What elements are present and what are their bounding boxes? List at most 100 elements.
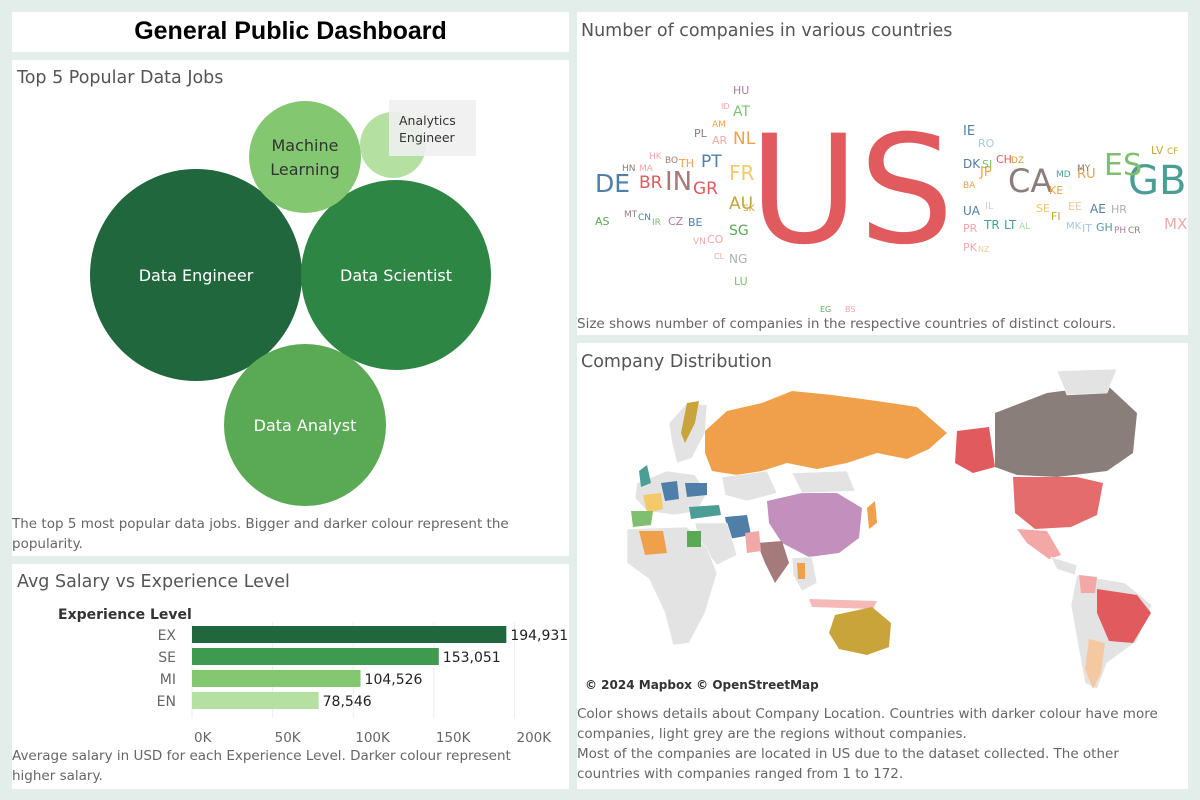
country-word-it[interactable]: IT	[1082, 222, 1092, 235]
country-word-au[interactable]: AU	[729, 194, 753, 214]
salary-bar[interactable]	[192, 670, 361, 687]
country-word-lu[interactable]: LU	[734, 275, 748, 288]
country-word-gh[interactable]: GH	[1096, 221, 1113, 234]
country-word-ru[interactable]: RU	[1077, 167, 1096, 182]
country-word-nz[interactable]: NZ	[978, 245, 990, 254]
country-word-hn[interactable]: HN	[622, 164, 636, 174]
country-word-lv[interactable]: LV	[1151, 144, 1164, 157]
country-word-ir[interactable]: IR	[652, 218, 661, 228]
country-word-se[interactable]: SE	[1036, 202, 1050, 215]
map-region-algeria[interactable]	[639, 531, 667, 555]
country-word-fi[interactable]: FI	[1051, 210, 1061, 223]
country-word-es[interactable]: ES	[1104, 148, 1142, 183]
country-word-sg[interactable]: SG	[729, 223, 749, 239]
map-region-australia[interactable]	[829, 607, 891, 655]
country-word-be[interactable]: BE	[688, 216, 703, 229]
country-word-hk[interactable]: HK	[649, 152, 663, 162]
country-word-cf[interactable]: CF	[1167, 147, 1178, 157]
country-word-hu[interactable]: HU	[733, 84, 749, 97]
country-word-th[interactable]: TH	[678, 157, 694, 170]
world-map[interactable]: © 2024 Mapbox © OpenStreetMap	[577, 343, 1188, 703]
country-word-am[interactable]: AM	[712, 120, 726, 130]
country-word-gr[interactable]: GR	[693, 179, 718, 199]
map-region-usa[interactable]	[1013, 477, 1103, 529]
map-region-greenland[interactable]	[1056, 368, 1118, 396]
map-region-india[interactable]	[757, 541, 789, 583]
map-region-spain[interactable]	[631, 511, 653, 527]
country-word-mx[interactable]: MX	[1164, 215, 1187, 233]
country-word-de[interactable]: DE	[595, 169, 630, 198]
country-word-pr[interactable]: PR	[963, 222, 978, 235]
country-word-eg[interactable]: EG	[820, 305, 831, 312]
bubble-data-scientist[interactable]	[301, 180, 491, 370]
map-region-iran[interactable]	[725, 515, 751, 539]
map-region-germany[interactable]	[661, 481, 679, 501]
country-word-bo[interactable]: BO	[665, 156, 678, 166]
country-word-ae[interactable]: AE	[1090, 202, 1106, 216]
map-region-kazakhstan[interactable]	[721, 470, 778, 502]
country-word-in[interactable]: IN	[665, 167, 692, 197]
map-region-indonesia[interactable]	[809, 599, 877, 609]
country-word-bs[interactable]: BS	[845, 305, 855, 312]
country-word-ke[interactable]: KE	[1049, 184, 1063, 197]
country-word-cr[interactable]: CR	[1128, 226, 1141, 236]
country-word-fr[interactable]: FR	[729, 161, 755, 185]
map-region-japan[interactable]	[867, 501, 877, 529]
country-word-tr[interactable]: TR	[983, 218, 1000, 232]
map-region-brazil[interactable]	[1097, 589, 1151, 643]
salary-bar[interactable]	[192, 626, 507, 643]
country-word-cz[interactable]: CZ	[668, 215, 684, 228]
country-word-gb[interactable]: GB	[1128, 158, 1186, 204]
map-region-argentina[interactable]	[1085, 639, 1105, 689]
country-word-ie[interactable]: IE	[963, 124, 975, 139]
map-region-mexico[interactable]	[1017, 529, 1061, 559]
map-region-china[interactable]	[767, 493, 862, 557]
bubble-data-analyst[interactable]	[224, 344, 386, 506]
country-word-dk[interactable]: DK	[963, 157, 981, 171]
country-word-dz[interactable]: DZ	[1011, 156, 1024, 166]
country-word-sk[interactable]: SK	[743, 204, 756, 214]
bubble-machine-learning[interactable]	[249, 101, 361, 213]
country-word-nl[interactable]: NL	[733, 129, 756, 149]
map-region-pakistan[interactable]	[745, 531, 761, 553]
salary-bar[interactable]	[192, 692, 319, 709]
country-word-pl[interactable]: PL	[694, 127, 708, 140]
country-word-ar[interactable]: AR	[712, 134, 728, 147]
country-word-lt[interactable]: LT	[1004, 218, 1017, 232]
country-word-co[interactable]: CO	[707, 233, 724, 246]
map-region-uk[interactable]	[639, 465, 651, 487]
map-region-alaska[interactable]	[955, 427, 995, 473]
country-word-at[interactable]: AT	[733, 104, 750, 120]
country-word-ma[interactable]: MA	[639, 164, 654, 174]
country-word-ua[interactable]: UA	[963, 204, 981, 218]
country-word-cl[interactable]: CL	[714, 252, 725, 261]
country-word-ch[interactable]: CH	[996, 153, 1012, 166]
map-region-colombia[interactable]	[1079, 575, 1097, 593]
country-word-mk[interactable]: MK	[1066, 221, 1082, 232]
country-word-my[interactable]: MY	[1077, 164, 1091, 174]
country-word-id[interactable]: ID	[721, 102, 730, 111]
country-word-as[interactable]: AS	[595, 215, 610, 228]
country-word-br[interactable]: BR	[639, 173, 663, 193]
country-word-jp[interactable]: JP	[979, 165, 992, 180]
country-word-si[interactable]: SI	[982, 158, 992, 171]
bubble-data-engineer[interactable]	[90, 169, 302, 381]
country-word-cn[interactable]: CN	[638, 213, 651, 223]
country-word-il[interactable]: IL	[985, 201, 994, 212]
country-word-mt[interactable]: MT	[624, 210, 638, 220]
country-word-md[interactable]: MD	[1056, 170, 1071, 180]
country-word-ee[interactable]: EE	[1068, 200, 1082, 213]
map-region-thailand[interactable]	[797, 563, 805, 579]
salary-bar[interactable]	[192, 648, 439, 665]
map-region-central-america[interactable]	[1050, 556, 1078, 576]
map-region-france[interactable]	[643, 493, 663, 513]
map-region-norway[interactable]	[681, 401, 699, 443]
map-region-ukraine[interactable]	[685, 483, 707, 497]
map-region-egypt[interactable]	[687, 531, 701, 547]
country-word-ca[interactable]: CA	[1008, 162, 1052, 200]
country-word-ba[interactable]: BA	[963, 181, 976, 191]
country-word-al[interactable]: AL	[1019, 222, 1030, 232]
country-word-hr[interactable]: HR	[1111, 203, 1127, 216]
country-word-vn[interactable]: VN	[693, 237, 706, 247]
country-word-ph[interactable]: PH	[1114, 226, 1126, 236]
